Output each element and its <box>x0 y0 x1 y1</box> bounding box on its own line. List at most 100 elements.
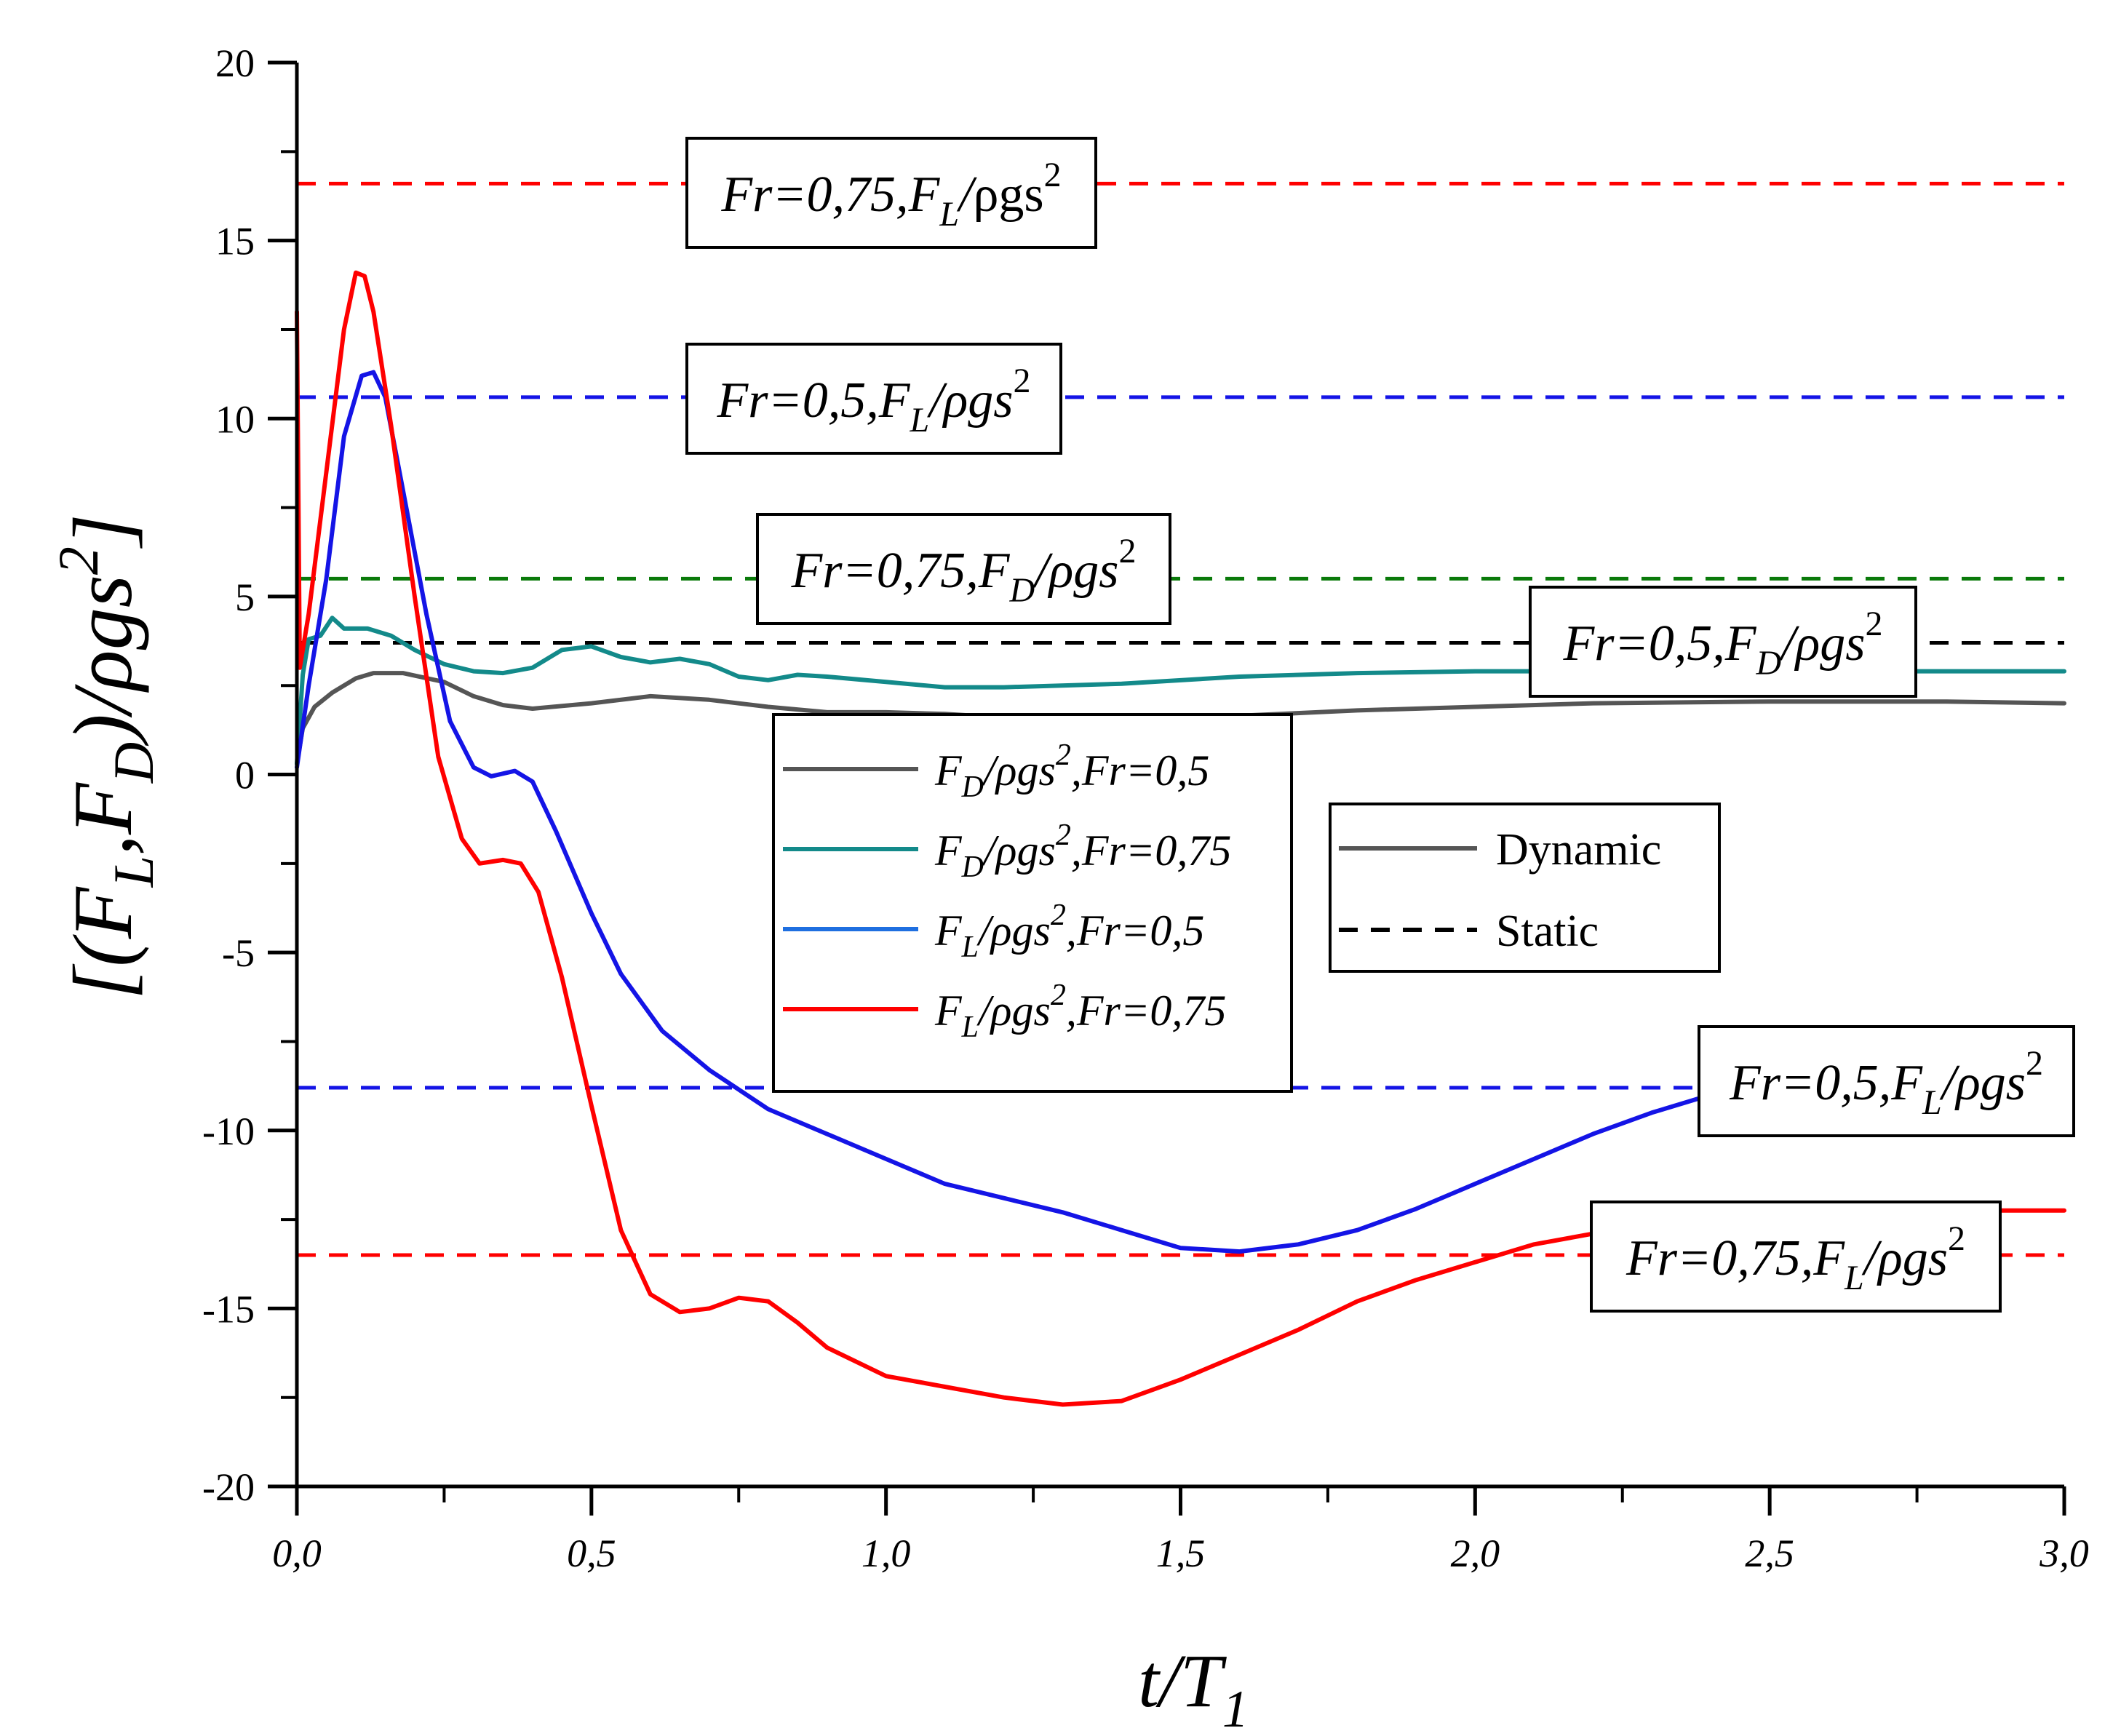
superscript: 2 <box>2026 1044 2043 1083</box>
gs-symbol: gs <box>998 167 1043 223</box>
gs-symbol: gs <box>968 373 1013 429</box>
fr-value: =0,5, <box>1780 1055 1891 1111</box>
annotation-text: Fr=0,5,FL/ρgs2 <box>1729 1044 2043 1122</box>
annotation-box-6: Fr=0,75,FL/ρgs2 <box>1590 1201 2002 1313</box>
legend-superscript: 2 <box>1056 819 1071 852</box>
series-line-4 <box>295 270 2066 1407</box>
annotations: Fr=0,75,FL/ρgs2Fr=0,5,FL/ρgs2Fr=0,75,FD/… <box>685 137 2075 1313</box>
x-tick-label: 3,0 <box>2039 1532 2089 1575</box>
annotation-frame <box>1698 1025 2075 1137</box>
gs-symbol: gs <box>1981 1055 2026 1111</box>
x-axis-title: t/T1 <box>1138 1639 1249 1736</box>
legend-force: F <box>934 827 963 875</box>
style-label-2: Static <box>1496 907 1599 956</box>
legend-force: F <box>934 987 963 1035</box>
legend-tail: ,Fr=0,75 <box>1066 987 1227 1035</box>
annotation-text: Fr=0,75,FL/ρgs2 <box>720 156 1061 234</box>
legend-label-3: FL/ρgs2,Fr=0,5 <box>934 899 1204 964</box>
style-legend-frame <box>1329 803 1721 973</box>
force-symbol: F <box>978 543 1011 599</box>
annotation-frame <box>756 513 1171 625</box>
gs-symbol: gs <box>1073 543 1118 599</box>
y-tick-label: 5 <box>235 576 255 619</box>
annotation-frame <box>1529 586 1917 698</box>
force-symbol: F <box>908 167 941 223</box>
annotation-box-5: Fr=0,5,FL/ρgs2 <box>1698 1025 2075 1137</box>
rho-symbol: ρ <box>973 167 998 223</box>
superscript: 2 <box>1044 156 1062 194</box>
legend-subscript: L <box>961 1011 979 1044</box>
rho-symbol: ρ <box>942 373 968 429</box>
axes: -20 -15 -10 -5 0 5 10 15 20 0,0 0,5 1,0 1,5 2,0 2,5 3,0 <box>202 41 2089 1575</box>
legend-label-1: FD/ρgs2,Fr=0,5 <box>934 738 1209 804</box>
series-legend: FD/ρgs2,Fr=0,5FD/ρgs2,Fr=0,75FL/ρgs2,Fr=… <box>772 713 1293 1093</box>
legend-subscript: L <box>961 931 979 964</box>
force-subscript: L <box>1844 1259 1864 1297</box>
x-tick-label: 0,0 <box>272 1532 322 1575</box>
force-subscript: L <box>910 401 930 439</box>
y-tick-label: -10 <box>202 1110 255 1153</box>
y-tick-label: 15 <box>215 220 255 263</box>
fr-label: Fr <box>791 543 843 599</box>
annotation-box-2: Fr=0,5,FL/ρgs2 <box>685 343 1062 455</box>
series-legend-frame <box>772 713 1293 1093</box>
force-subscript: D <box>1756 644 1782 682</box>
annotation-box-4: Fr=0,5,FD/ρgs2 <box>1529 586 1917 698</box>
force-symbol: F <box>1890 1055 1923 1111</box>
x-tick-label: 2,0 <box>1451 1532 1500 1575</box>
gs-symbol: gs <box>1820 616 1865 672</box>
force-symbol: F <box>1812 1230 1845 1286</box>
fr-label: Fr <box>716 373 768 429</box>
gs-symbol: gs <box>1903 1230 1948 1286</box>
force-subscript: L <box>1922 1083 1942 1122</box>
x-tick-label: 1,0 <box>861 1532 911 1575</box>
force-subscript: L <box>939 195 959 234</box>
rho-symbol: ρ <box>1048 543 1074 599</box>
legend-tail: ,Fr=0,5 <box>1071 746 1210 795</box>
series-lines <box>295 270 2066 1407</box>
fr-value: =0,5, <box>1615 616 1725 672</box>
legend-rest: /ρgs <box>976 907 1051 955</box>
annotation-text: Fr=0,75,FD/ρgs2 <box>791 532 1137 610</box>
x-tick-label: 0,5 <box>567 1532 616 1575</box>
fr-value: =0,75, <box>1677 1230 1813 1286</box>
legend-rest: /ρgs <box>982 827 1056 875</box>
annotation-text: Fr=0,75,FL/ρgs2 <box>1625 1219 1965 1297</box>
rho-symbol: ρ <box>1954 1055 1981 1111</box>
fr-value: =0,75, <box>772 167 908 223</box>
y-tick-label: 0 <box>235 754 255 797</box>
annotation-frame <box>685 137 1097 249</box>
superscript: 2 <box>1014 362 1031 400</box>
legend-label-2: FD/ρgs2,Fr=0,75 <box>934 819 1231 884</box>
fr-value: =0,75, <box>843 543 979 599</box>
legend-subscript: D <box>961 851 984 884</box>
legend-force: F <box>934 746 963 795</box>
legend-rest: /ρgs <box>982 746 1056 795</box>
superscript: 2 <box>1119 532 1137 570</box>
legend-tail: ,Fr=0,75 <box>1071 827 1232 875</box>
force-symbol: F <box>1724 616 1757 672</box>
x-tick-label: 2,5 <box>1745 1532 1794 1575</box>
superscript: 2 <box>1866 605 1883 643</box>
rho-symbol: ρ <box>1877 1230 1903 1286</box>
legend-subscript: D <box>961 771 984 804</box>
annotation-frame <box>1590 1201 2002 1313</box>
y-axis-title: [(FL,FD)/ρgs2] <box>47 514 165 1000</box>
x-tick-label: 1,5 <box>1156 1532 1206 1575</box>
style-label-1: Dynamic <box>1496 825 1661 875</box>
fr-value: =0,5, <box>768 373 878 429</box>
y-tick-label: 20 <box>215 41 255 85</box>
legend-tail: ,Fr=0,5 <box>1066 907 1205 955</box>
force-subscript: D <box>1009 571 1035 610</box>
y-tick-label: -15 <box>202 1287 255 1331</box>
superscript: 2 <box>1948 1219 1965 1258</box>
annotation-box-1: Fr=0,75,FL/ρgs2 <box>685 137 1097 249</box>
fr-label: Fr <box>720 167 773 223</box>
fr-label: Fr <box>1563 616 1615 672</box>
y-tick-label: -5 <box>222 931 255 975</box>
rho-symbol: ρ <box>1794 616 1820 672</box>
annotation-box-3: Fr=0,75,FD/ρgs2 <box>756 513 1171 625</box>
legend-superscript: 2 <box>1051 979 1066 1012</box>
annotation-text: Fr=0,5,FL/ρgs2 <box>716 362 1030 439</box>
